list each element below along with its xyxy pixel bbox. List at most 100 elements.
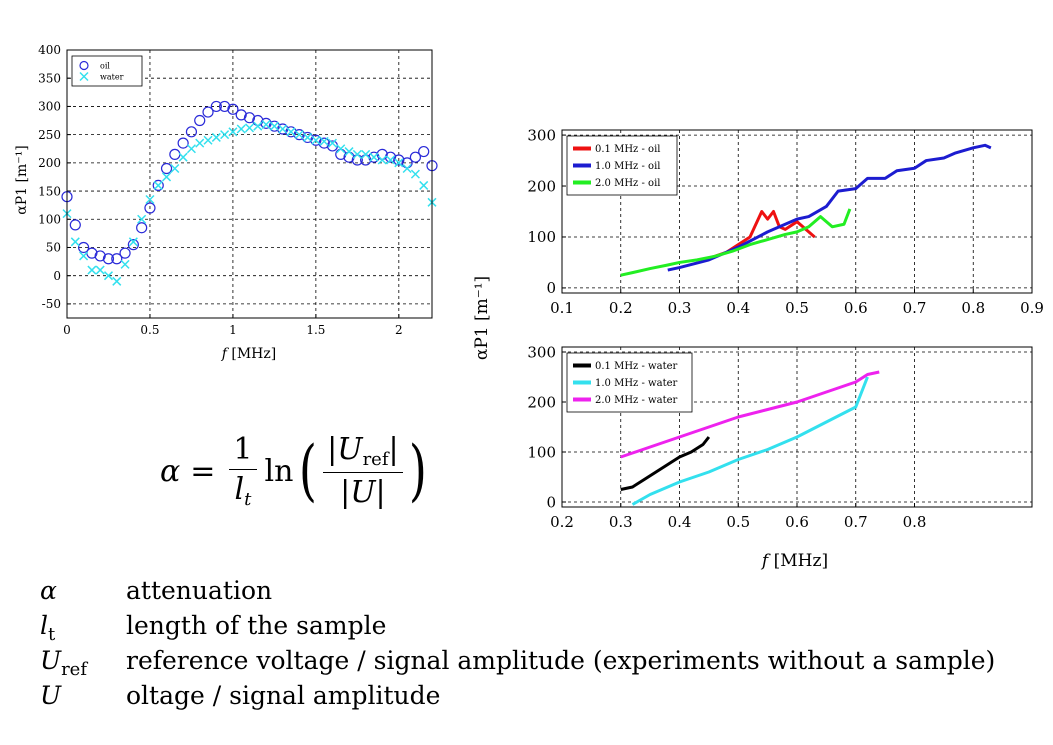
x-tick-label: 0.5 — [140, 323, 159, 337]
series-line-2 — [620, 208, 852, 277]
formula-frac-den: lt — [231, 470, 256, 510]
data-point-water — [178, 152, 188, 162]
data-point-water — [352, 149, 362, 159]
data-point-oil — [227, 103, 239, 115]
data-point-water — [303, 132, 313, 142]
y-tick-label: 200 — [527, 393, 556, 411]
x-tick-label: 0.7 — [844, 513, 868, 531]
data-point-oil — [393, 154, 405, 166]
data-point-water — [344, 147, 354, 157]
data-point-oil — [177, 137, 189, 149]
y-tick-label: 100 — [38, 212, 61, 226]
data-point-water — [103, 271, 114, 281]
x-tick-label: 0.7 — [903, 299, 927, 317]
legend-marker — [79, 60, 89, 71]
x-tick-label: 0.4 — [668, 513, 692, 531]
data-point-oil — [243, 112, 256, 124]
chart-panel-3: 0.2 0.3 0.4 0.5 0.6 0.7 0.8 0 100 200 300 0.1 MHz -… — [527, 343, 1033, 531]
attenuation-formula: α = 1 lt ln ( |Uref| |U| ) — [160, 432, 428, 510]
data-point-oil — [77, 241, 90, 254]
x-tick-label: 0.8 — [903, 513, 927, 531]
data-point-water — [203, 135, 213, 145]
data-point-oil — [102, 253, 115, 265]
data-point-water — [402, 163, 412, 174]
data-point-oil — [418, 145, 430, 158]
series-line-1 — [631, 376, 869, 506]
x-tick-label: 0.2 — [609, 299, 633, 317]
data-point-water — [186, 144, 196, 154]
x-tick-label: 0 — [63, 323, 71, 337]
formula-ratio: |Uref| |U| — [323, 432, 403, 510]
x-tick-label: 0.4 — [726, 299, 750, 317]
y-tick-label: 200 — [38, 156, 61, 170]
data-point-oil — [202, 106, 214, 118]
x-tick-label: 0.6 — [844, 299, 868, 317]
data-point-water — [369, 152, 379, 162]
data-point-water — [79, 251, 89, 261]
data-point-water — [311, 135, 321, 145]
data-point-water — [128, 237, 138, 247]
y-tick-label: 0 — [546, 279, 556, 297]
data-point-water — [137, 214, 147, 224]
symbol-sub: ref — [61, 659, 87, 680]
legend-marker — [79, 71, 89, 82]
chart-panel-2: 0.1 0.2 0.3 0.4 0.5 0.6 0.7 0.8 0.9 0 100 200 300 0.1… — [527, 126, 1044, 317]
data-point-water — [419, 180, 429, 190]
data-point-water — [112, 276, 122, 286]
y-tick-label: 0 — [546, 493, 556, 511]
x-axis-label-var: f — [760, 551, 771, 571]
y-tick-label: 100 — [527, 443, 556, 461]
data-point-water — [261, 119, 271, 130]
y-tick-label: 0 — [53, 269, 61, 283]
definition-row: Uref reference voltage / signal amplitud… — [40, 646, 995, 681]
data-point-oil — [144, 202, 156, 214]
data-point-water — [269, 121, 279, 131]
data-point-oil — [69, 219, 81, 231]
x-tick-label: 0.3 — [668, 299, 692, 317]
data-point-water — [286, 127, 296, 137]
figure-canvas: 0 0.5 1 1.5 2-50050100150200250300350400oilw… — [14, 43, 1044, 571]
legend-label: 0.1 MHz - oil — [595, 144, 660, 155]
data-point-water — [327, 138, 337, 148]
x-tick-label: 0.5 — [785, 299, 809, 317]
definition-symbol: α — [40, 576, 126, 610]
x-tick-label: 0.6 — [785, 513, 809, 531]
formula-lt: l — [234, 472, 245, 507]
y-tick-label: 300 — [38, 100, 61, 114]
y-tick-label: 300 — [527, 343, 556, 361]
formula-ratio-den: |U| — [340, 475, 386, 510]
definition-row: α attenuation — [40, 576, 995, 611]
x-tick-label: 0.1 — [550, 299, 574, 317]
formula-uref-sub: ref — [362, 449, 389, 470]
data-point-water — [95, 265, 105, 275]
data-point-water — [244, 123, 255, 133]
x-tick-label: 1 — [229, 323, 237, 337]
data-point-water — [170, 163, 180, 174]
definition-text: length of the sample — [126, 611, 387, 640]
x-tick-label: 0.8 — [961, 299, 985, 317]
legend-label: oil — [100, 61, 110, 70]
y-axis-label: αP1 [m⁻¹] — [14, 145, 30, 214]
data-point-water — [253, 121, 263, 131]
x-tick-label: 1.5 — [306, 323, 325, 337]
x-axis-label-unit: [MHz] — [768, 551, 828, 571]
definition-text: attenuation — [126, 576, 273, 605]
formula-frac-num: 1 — [229, 432, 257, 470]
legend-label: 0.1 MHz - water — [595, 361, 678, 372]
x-tick-label: 0.2 — [550, 513, 574, 531]
legend-label: 1.0 MHz - oil — [595, 161, 660, 172]
formula-uref: |U — [327, 432, 363, 467]
data-point-oil — [152, 179, 164, 192]
legend-label: 2.0 MHz - water — [595, 395, 678, 406]
y-tick-label: 150 — [38, 184, 61, 198]
data-point-water — [195, 138, 205, 148]
data-point-water — [211, 132, 221, 142]
y-tick-label: 100 — [527, 228, 556, 246]
formula-fraction: 1 lt — [229, 432, 257, 510]
y-tick-label: 350 — [38, 71, 61, 85]
data-point-water — [162, 172, 172, 182]
y-tick-label: 300 — [527, 126, 556, 144]
data-point-oil — [409, 151, 422, 163]
data-point-oil — [119, 247, 131, 259]
symbol-main: l — [40, 611, 48, 640]
